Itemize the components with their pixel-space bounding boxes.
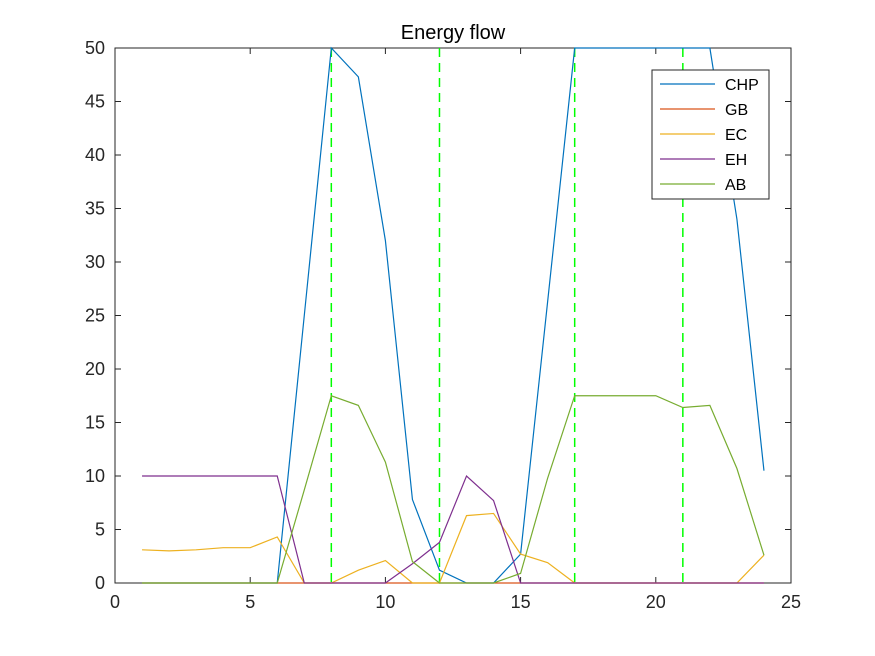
y-tick-label: 15 — [85, 413, 105, 433]
plot-area: 0 5 10 15 20 25 0 5 10 15 20 25 30 35 40 45 50 — [85, 38, 801, 612]
series-line-eh — [142, 474, 764, 584]
y-tick-label: 45 — [85, 92, 105, 112]
y-tick-label: 25 — [85, 306, 105, 326]
series-line-ec — [142, 512, 765, 584]
legend-label-ec: EC — [725, 127, 747, 144]
y-tick-label: 20 — [85, 359, 105, 379]
y-tick-label: 0 — [95, 573, 105, 593]
x-tick-label: 5 — [245, 592, 255, 612]
y-tick-label: 50 — [85, 38, 105, 58]
legend-label-eh: EH — [725, 152, 747, 169]
x-tick-label: 0 — [110, 592, 120, 612]
chart-title: Energy flow — [401, 22, 506, 44]
y-tick-label: 35 — [85, 199, 105, 219]
legend: CHP GB EC EH AB — [651, 69, 770, 200]
y-tick-label: 30 — [85, 252, 105, 272]
legend-label-gb: GB — [725, 102, 748, 119]
y-tick-label: 5 — [95, 520, 105, 540]
y-tick-label: 40 — [85, 145, 105, 165]
series-line-ab — [142, 394, 765, 584]
x-tick-label: 25 — [781, 592, 801, 612]
x-tick-label: 10 — [375, 592, 395, 612]
legend-label-chp: CHP — [725, 77, 759, 94]
x-tick-label: 15 — [511, 592, 531, 612]
y-tick-label: 10 — [85, 466, 105, 486]
x-tick-label: 20 — [646, 592, 666, 612]
legend-label-ab: AB — [725, 177, 746, 194]
